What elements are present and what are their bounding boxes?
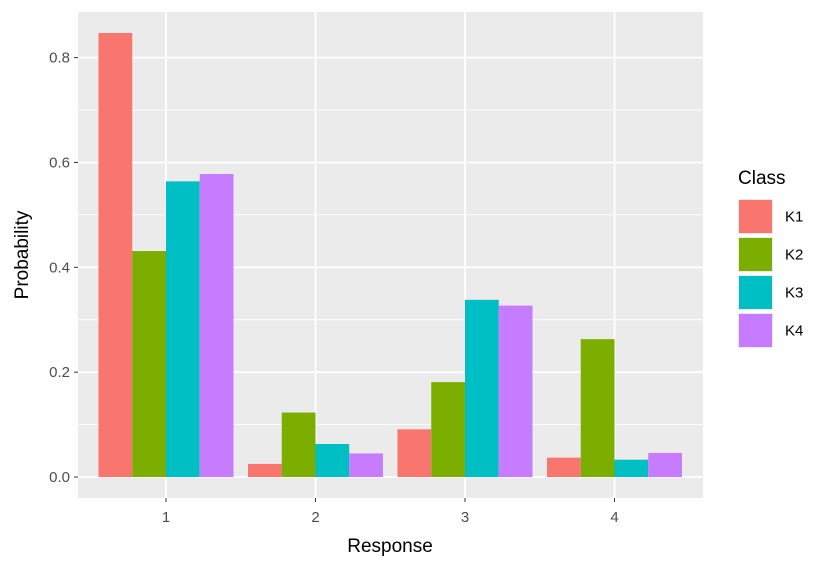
- x-tick-label: 4: [610, 509, 618, 526]
- legend: Class K1 K2 K3 K4: [738, 168, 803, 348]
- bar-k4-3: [498, 305, 533, 478]
- bar-k4-4: [648, 452, 682, 478]
- bar-k1-4: [547, 457, 581, 478]
- y-tick-label: 0.4: [49, 259, 70, 276]
- x-axis-title: Response: [347, 536, 433, 557]
- bar-k3-2: [315, 444, 350, 478]
- legend-swatch-k1: [739, 200, 772, 233]
- bars: [98, 32, 682, 478]
- legend-label-k1: K1: [785, 209, 803, 226]
- y-axis-title: Probability: [12, 210, 33, 299]
- bar-k1-1: [98, 32, 133, 478]
- x-tick-label: 1: [162, 509, 170, 526]
- legend-label-k4: K4: [785, 323, 803, 340]
- y-tick-label: 0.0: [49, 469, 70, 486]
- legend-label-k2: K2: [785, 247, 803, 264]
- legend-swatch-k4: [739, 314, 772, 347]
- y-tick-label: 0.8: [49, 50, 70, 67]
- legend-title: Class: [738, 168, 786, 189]
- bar-k3-4: [614, 459, 649, 478]
- x-axis: 1 2 3 4: [162, 498, 619, 526]
- y-axis: 0.0 0.2 0.4 0.6 0.8: [49, 50, 78, 486]
- bar-k2-3: [431, 382, 465, 478]
- y-tick-label: 0.2: [49, 364, 70, 381]
- legend-label-k3: K3: [785, 285, 803, 302]
- bar-k2-2: [281, 412, 316, 478]
- bar-k1-3: [397, 429, 432, 478]
- x-tick-label: 3: [461, 509, 469, 526]
- legend-swatch-k2: [739, 238, 772, 271]
- bar-k3-3: [465, 299, 499, 478]
- bar-k4-1: [199, 174, 234, 478]
- bar-k2-1: [132, 251, 166, 478]
- bar-k2-4: [580, 339, 615, 478]
- y-tick-label: 0.6: [49, 154, 70, 171]
- legend-swatch-k3: [739, 276, 772, 309]
- x-tick-label: 2: [311, 509, 319, 526]
- bar-k4-2: [349, 453, 383, 478]
- bar-k1-2: [248, 463, 282, 478]
- bar-k3-1: [166, 181, 200, 478]
